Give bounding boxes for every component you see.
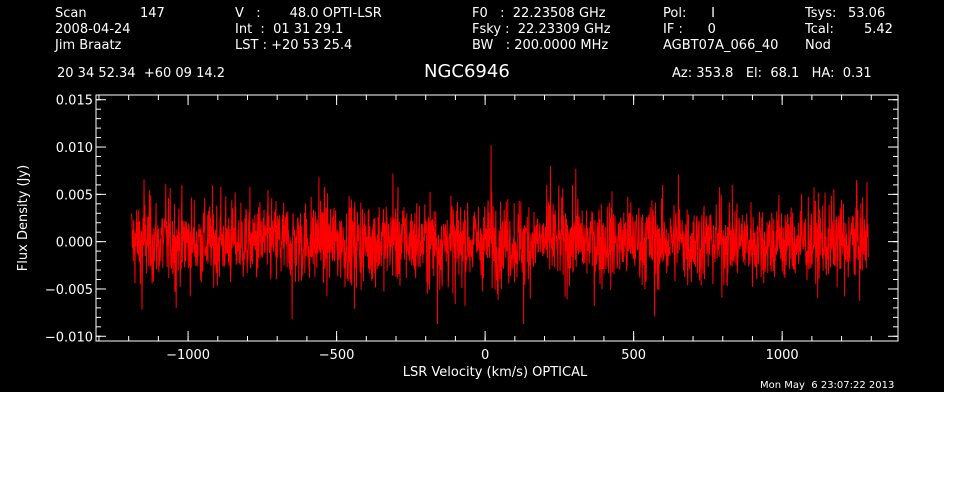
sky-frequency: Fsky : 22.23309 GHz — [472, 22, 611, 37]
plot-panel: Scan 147 2008-04-24 Jim Braatz V : 48.0 … — [0, 0, 944, 392]
tcal-value: 5.42 — [864, 22, 893, 37]
y-tick-label: 0.005 — [56, 188, 93, 203]
x-tick-label: 500 — [621, 348, 646, 363]
scan-number: 147 — [140, 6, 165, 21]
lst-info: LST : +20 53 25.4 — [235, 38, 353, 53]
switching-mode: Nod — [805, 38, 831, 53]
timestamp: Mon May 6 23:07:22 2013 — [760, 380, 895, 391]
polarization: Pol: I — [663, 6, 715, 21]
x-tick-label: −1000 — [166, 348, 210, 363]
y-tick-label: 0.010 — [56, 141, 93, 156]
observer-name: Jim Braatz — [55, 38, 122, 53]
tsys-label: Tsys: — [805, 6, 837, 21]
spectrum-plot: −0.010 −0.005 0.000 0.005 0.010 0.015 −1000 −50… — [16, 94, 899, 380]
y-tick-label: 0.015 — [56, 94, 93, 109]
project-id: AGBT07A_066_40 — [663, 38, 779, 53]
x-axis-label: LSR Velocity (km/s) OPTICAL — [403, 365, 588, 380]
source-name: NGC6946 — [424, 61, 510, 82]
y-axis-label: Flux Density (Jy) — [16, 165, 31, 271]
rest-frequency: F0 : 22.23508 GHz — [472, 6, 606, 21]
az-el-ha: Az: 353.8 El: 68.1 HA: 0.31 — [672, 66, 872, 81]
bandwidth: BW : 200.0000 MHz — [472, 38, 609, 53]
if-number: IF : 0 — [663, 22, 716, 37]
y-tick-label: 0.000 — [56, 236, 93, 251]
x-tick-label: 0 — [481, 348, 489, 363]
spectrum-trace — [131, 145, 869, 325]
x-tick-label: 1000 — [766, 348, 799, 363]
integration-info: Int : 01 31 29.1 — [235, 22, 344, 37]
scan-label: Scan — [55, 6, 87, 21]
x-tick-label: −500 — [319, 348, 355, 363]
plot-frame — [95, 94, 899, 342]
source-coordinates: 20 34 52.34 +60 09 14.2 — [57, 66, 226, 81]
y-tick-label: −0.010 — [45, 330, 93, 345]
tsys-value: 53.06 — [848, 6, 886, 21]
velocity-info: V : 48.0 OPTI-LSR — [235, 6, 382, 21]
tcal-label: Tcal: — [805, 22, 834, 37]
observation-date: 2008-04-24 — [55, 22, 131, 37]
y-tick-label: −0.005 — [45, 283, 93, 298]
